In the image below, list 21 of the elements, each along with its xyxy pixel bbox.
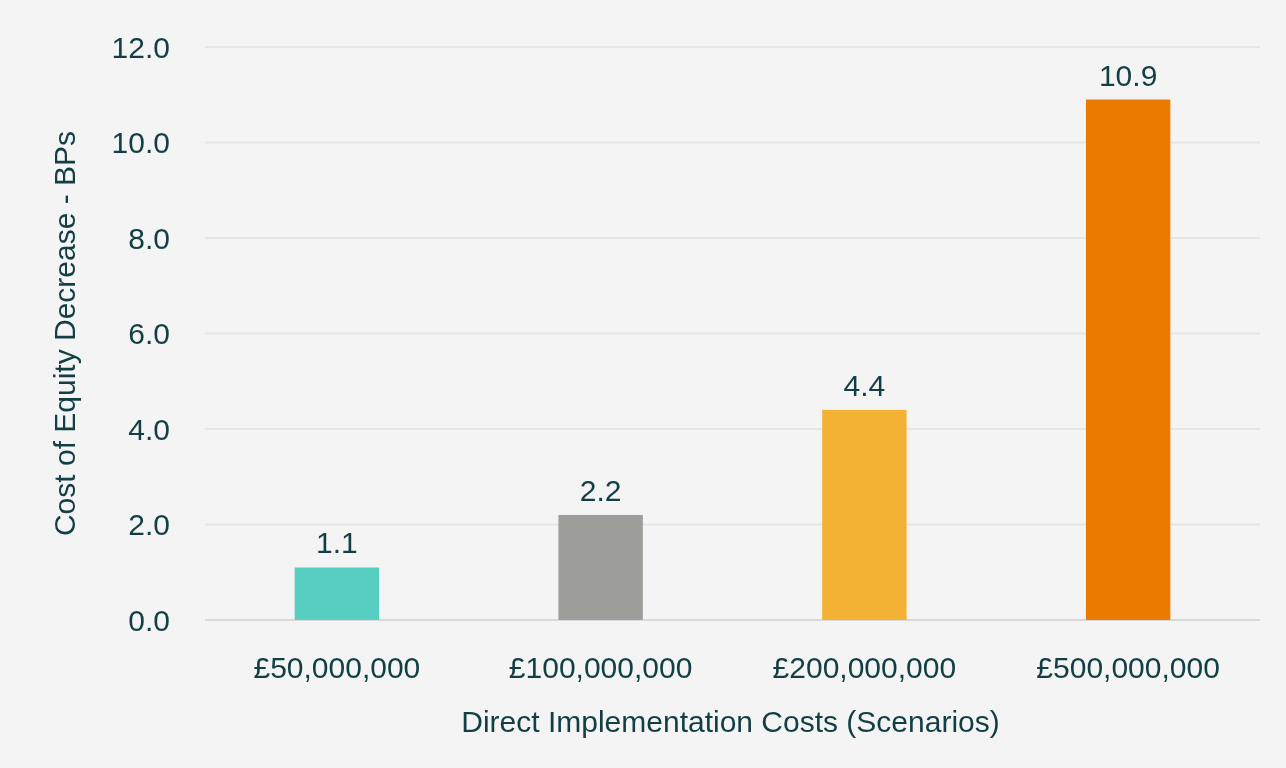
y-tick-label: 6.0 <box>128 317 170 350</box>
y-tick-label: 10.0 <box>111 126 170 159</box>
bar <box>1085 99 1171 620</box>
bar <box>558 514 643 620</box>
x-tick-label: £500,000,000 <box>1036 651 1220 684</box>
y-axis-title: Cost of Equity Decrease - BPs <box>48 130 81 537</box>
y-tick-label: 8.0 <box>128 221 170 255</box>
x-tick-label: £50,000,000 <box>253 651 421 684</box>
x-tick-label: £200,000,000 <box>772 651 957 684</box>
x-axis-title: Direct Implementation Costs (Scenarios) <box>461 705 1000 738</box>
bar <box>822 409 907 620</box>
y-tick-label: 2.0 <box>128 508 170 541</box>
data-label: 2.2 <box>579 473 622 507</box>
x-tick-label: £100,000,000 <box>508 651 693 684</box>
data-label: 10.9 <box>1098 58 1158 92</box>
y-tick-label: 12.0 <box>111 30 170 64</box>
data-label: 1.1 <box>316 526 358 560</box>
y-tick-label: 4.0 <box>128 412 170 446</box>
y-tick-label: 0.0 <box>128 603 170 637</box>
bar <box>294 567 380 620</box>
data-label: 4.4 <box>843 368 886 402</box>
